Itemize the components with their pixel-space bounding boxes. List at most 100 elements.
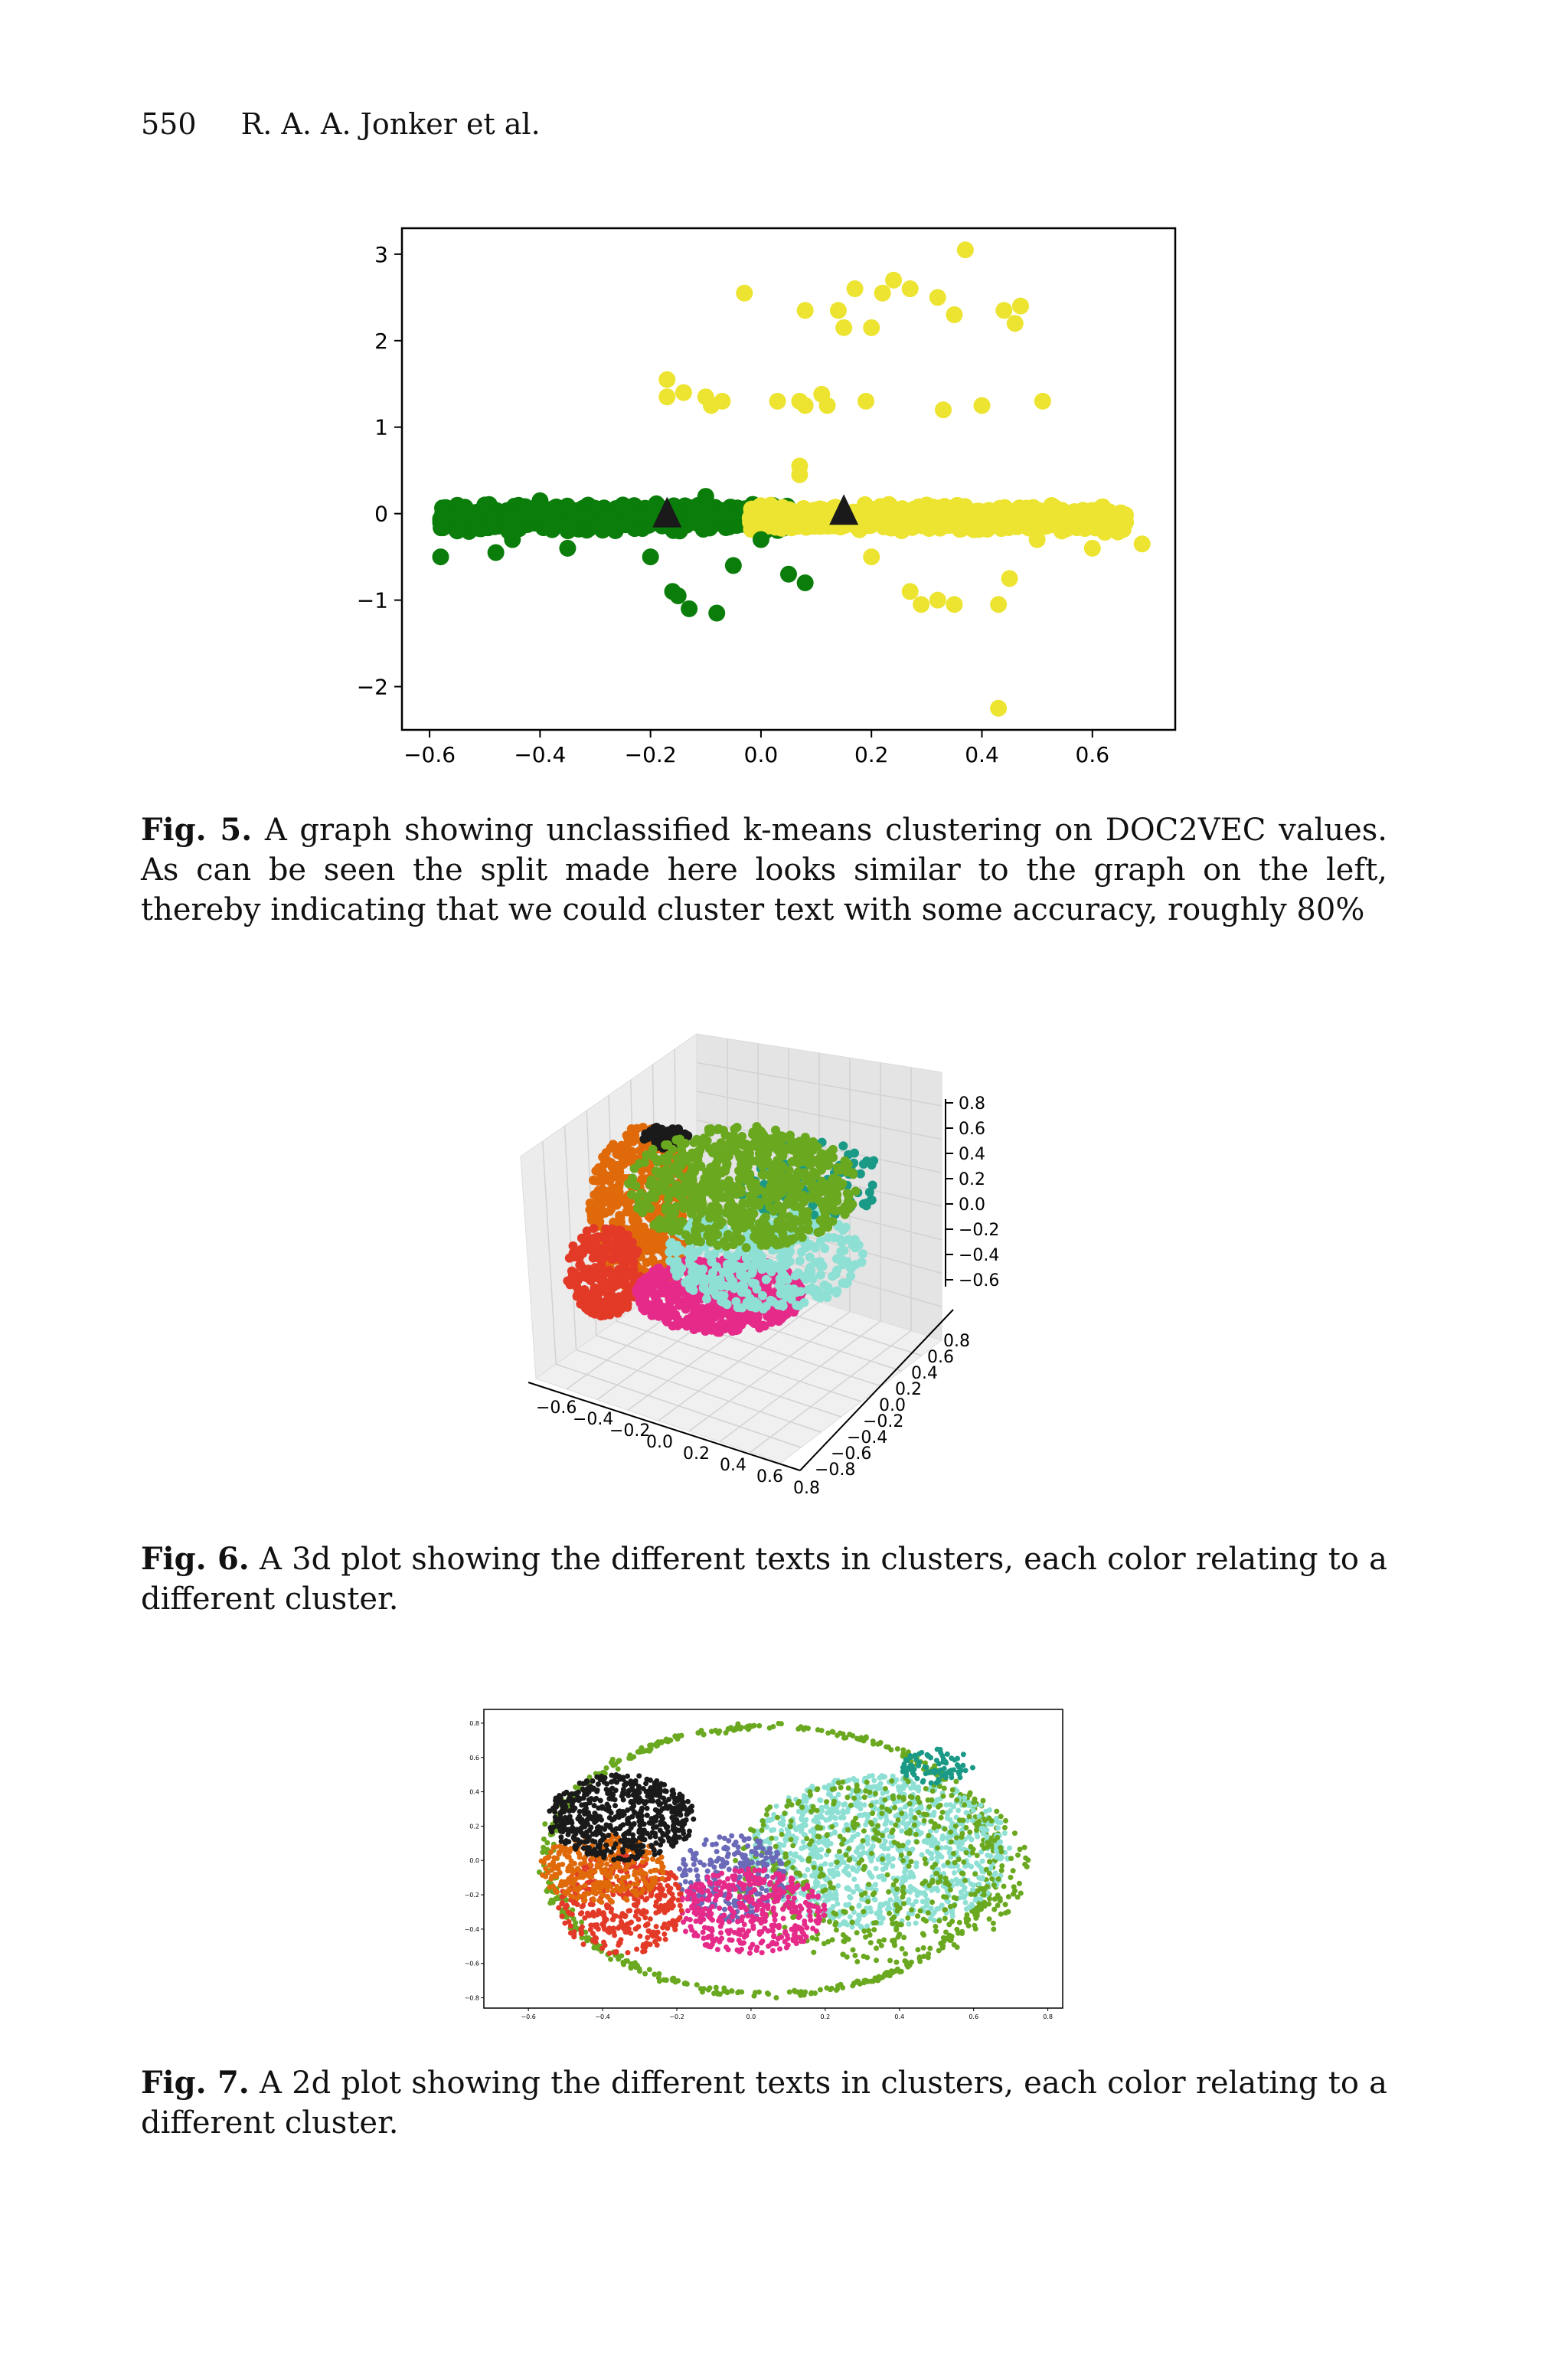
- fig6-point: [808, 1145, 818, 1155]
- fig6-point: [702, 1167, 712, 1177]
- fig6-point: [710, 1205, 720, 1215]
- fig6-point: [606, 1306, 616, 1316]
- fig7-point: [656, 1971, 662, 1977]
- fig6-point: [818, 1261, 828, 1271]
- fig6-point: [620, 1281, 630, 1290]
- fig6-ytick-label: −0.6: [831, 1444, 871, 1464]
- fig7-point: [658, 1739, 665, 1745]
- fig6-point: [742, 1142, 752, 1152]
- fig5-point-cluster2: [675, 384, 692, 401]
- fig6-point: [726, 1232, 736, 1241]
- fig6-point: [587, 1308, 597, 1318]
- fig6-point: [609, 1248, 619, 1258]
- fig5-point-cluster2: [990, 596, 1008, 613]
- fig6-point: [773, 1155, 782, 1165]
- fig6-point: [724, 1186, 733, 1196]
- fig6-point: [812, 1291, 822, 1301]
- fig5-xtick-label: −0.6: [403, 742, 456, 767]
- fig7-point: [766, 1725, 773, 1731]
- fig6-ytick-label: −0.2: [863, 1412, 903, 1431]
- fig6-point: [585, 1198, 595, 1208]
- fig5-point-cluster2: [946, 596, 963, 613]
- fig6-point: [608, 1276, 618, 1286]
- fig5-point-cluster2: [1012, 297, 1029, 315]
- fig6-point: [678, 1203, 688, 1213]
- fig6-point: [627, 1237, 637, 1247]
- fig5-ytick-label: −2: [357, 675, 388, 700]
- fig5-point-cluster2: [857, 509, 874, 526]
- fig6-point: [851, 1243, 861, 1253]
- fig7-point: [892, 1968, 898, 1974]
- fig6-point: [777, 1299, 787, 1309]
- fig6-point: [685, 1283, 695, 1293]
- fig6-point: [629, 1264, 639, 1274]
- fig6-point: [861, 1199, 871, 1209]
- fig5-point-cluster2: [796, 397, 814, 414]
- fig6-point: [660, 1273, 670, 1283]
- fig5-axes-frame: [400, 227, 1177, 731]
- fig6-point: [568, 1241, 578, 1251]
- fig7-point: [629, 1961, 635, 1967]
- fig5-point-cluster2: [1028, 531, 1046, 548]
- fig6-point: [665, 1256, 675, 1266]
- fig6-point: [717, 1192, 727, 1202]
- fig6-point: [723, 1179, 733, 1189]
- fig6-point: [648, 1211, 658, 1221]
- fig6-point: [673, 1313, 683, 1323]
- fig7-point: [586, 1774, 593, 1780]
- fig5-point-cluster2: [1034, 392, 1051, 410]
- fig7-point: [834, 1987, 840, 1994]
- fig7-point: [917, 1958, 923, 1964]
- fig6-point: [672, 1161, 682, 1171]
- fig5-point-cluster2: [1030, 509, 1047, 526]
- fig7-point: [735, 1990, 741, 1996]
- fig7-point: [751, 1722, 757, 1729]
- fig6-point: [779, 1175, 789, 1185]
- fig7-point: [824, 1985, 830, 1991]
- fig6-point: [805, 1252, 815, 1262]
- fig6-point: [836, 1247, 846, 1257]
- fig6-point: [730, 1310, 740, 1320]
- fig7-point: [932, 1763, 938, 1769]
- fig6-point: [701, 1320, 710, 1330]
- fig5-point-cluster2: [885, 271, 903, 289]
- fig7-point: [863, 1735, 869, 1742]
- fig7-point: [637, 1968, 643, 1974]
- fig6-caption-text: A 3d plot showing the different texts in…: [141, 1542, 1388, 1617]
- fig6-point: [627, 1244, 637, 1254]
- fig6-point: [645, 1130, 655, 1140]
- fig7-point: [868, 1978, 874, 1984]
- fig6-point: [831, 1288, 841, 1298]
- fig6-point: [820, 1210, 830, 1220]
- fig6-point: [688, 1162, 697, 1172]
- fig5-point-cluster1: [449, 522, 466, 540]
- fig6-point: [729, 1284, 739, 1294]
- fig5-point-cluster1: [464, 504, 482, 522]
- fig5-point-cluster2: [1046, 499, 1063, 516]
- fig6-point: [751, 1199, 761, 1209]
- fig7-point: [986, 1870, 992, 1876]
- fig5-point-cluster1: [708, 604, 726, 622]
- fig6-point: [637, 1174, 647, 1184]
- fig6-point: [712, 1220, 722, 1230]
- page-number: 550: [141, 107, 197, 141]
- fig7-point: [808, 1990, 815, 1996]
- fig5-point-cluster1: [724, 557, 742, 574]
- fig5-point-cluster2: [1080, 511, 1097, 528]
- fig6-point: [831, 1254, 841, 1264]
- fig5-point-cluster1: [614, 496, 632, 514]
- fig6-point: [676, 1245, 686, 1255]
- fig5-point-cluster1: [681, 600, 698, 617]
- fig6-point: [635, 1297, 645, 1307]
- fig6-point: [777, 1133, 787, 1143]
- fig6-point: [665, 1291, 675, 1301]
- fig6-ztick-label: 0.4: [959, 1145, 985, 1164]
- fig5-point-cluster1: [697, 488, 714, 505]
- fig5-point-cluster1: [436, 513, 453, 531]
- fig7-point: [646, 1748, 652, 1754]
- fig5-point-cluster2: [658, 388, 676, 406]
- fig6-point: [684, 1187, 694, 1197]
- fig6-point: [645, 1203, 655, 1213]
- fig7-point: [544, 1840, 550, 1846]
- fig6-point: [597, 1232, 607, 1242]
